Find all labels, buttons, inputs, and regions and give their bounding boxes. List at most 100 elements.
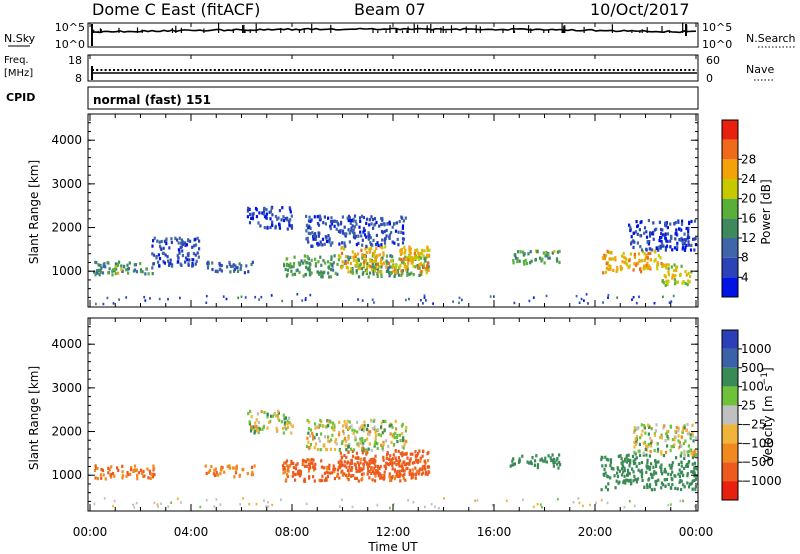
- range-cell: [650, 427, 653, 431]
- range-cell: [680, 444, 683, 448]
- range-cell: [383, 241, 387, 245]
- range-cell: [288, 421, 291, 425]
- range-cell: [306, 436, 309, 440]
- range-cell: [663, 470, 666, 474]
- range-cell: [361, 243, 364, 247]
- range-cell: [414, 450, 417, 454]
- range-cell: [290, 214, 293, 218]
- range-cell: [133, 464, 137, 468]
- range-cell: [139, 262, 142, 266]
- range-cell: [636, 426, 639, 430]
- range-cell: [378, 265, 381, 269]
- range-cell: [321, 243, 324, 247]
- range-cell: [253, 464, 256, 468]
- range-cell: [160, 247, 163, 251]
- range-cell: [251, 217, 254, 221]
- range-cell: [248, 207, 251, 211]
- range-cell: [533, 463, 536, 467]
- range-cell: [134, 268, 137, 272]
- range-cell: [283, 218, 286, 223]
- range-cell: [410, 261, 413, 265]
- range-cell: [98, 273, 101, 277]
- range-cell: [354, 438, 357, 442]
- range-cell: [659, 246, 662, 250]
- range-cell: [169, 261, 172, 265]
- range-cell: [509, 464, 512, 468]
- range-cell: [367, 469, 370, 473]
- range-cell: [674, 282, 677, 286]
- range-cell: [634, 428, 637, 432]
- range-cell: [373, 269, 377, 273]
- scatter-speck: [260, 295, 263, 299]
- range-cell: [660, 240, 663, 244]
- scatter-speck: [575, 294, 578, 298]
- scatter-speck: [423, 294, 426, 297]
- range-cell: [400, 230, 403, 234]
- range-cell: [94, 273, 97, 277]
- x-tick-label: 00:00: [679, 525, 714, 539]
- range-cell: [384, 439, 388, 443]
- range-cell: [312, 237, 315, 241]
- range-cell: [361, 451, 364, 455]
- scatter-speck: [420, 299, 422, 302]
- range-cell: [377, 474, 380, 478]
- range-cell: [380, 270, 383, 274]
- range-cell: [407, 258, 410, 262]
- range-cell: [615, 479, 618, 483]
- range-cell: [687, 279, 690, 283]
- range-cell: [685, 463, 688, 467]
- range-cell: [628, 264, 631, 268]
- range-cell: [353, 214, 357, 218]
- range-cell: [609, 464, 612, 468]
- range-cell: [398, 469, 401, 473]
- scatter-speck: [679, 499, 682, 503]
- scatter-speck: [304, 297, 307, 300]
- range-cell: [359, 263, 362, 267]
- range-cell: [325, 466, 328, 470]
- range-cell: [151, 266, 154, 270]
- range-cell: [380, 425, 383, 429]
- range-cell: [214, 473, 217, 478]
- range-cell: [318, 231, 321, 235]
- range-cell: [411, 259, 414, 263]
- nsky-trace: [91, 27, 697, 34]
- range-cell: [558, 460, 561, 464]
- range-cell: [404, 255, 407, 259]
- range-cell: [387, 463, 390, 467]
- range-cell: [414, 476, 417, 480]
- range-cell: [320, 465, 323, 469]
- scatter-speck: [271, 503, 274, 507]
- range-cell: [146, 467, 149, 471]
- range-cell: [330, 438, 333, 442]
- scatter-speck: [133, 506, 136, 509]
- range-cell: [206, 261, 209, 265]
- range-cell: [395, 435, 399, 440]
- range-cell: [512, 258, 515, 263]
- range-cell: [399, 439, 402, 443]
- range-cell: [628, 223, 631, 227]
- range-cell: [357, 463, 361, 467]
- range-cell: [420, 272, 423, 277]
- range-cell: [687, 485, 691, 489]
- range-cell: [250, 465, 254, 469]
- range-cell: [379, 464, 382, 469]
- range-cell: [679, 238, 682, 242]
- range-cell: [345, 423, 348, 427]
- range-cell: [676, 280, 679, 284]
- range-cell: [624, 478, 627, 482]
- range-cell: [376, 464, 379, 468]
- range-cell: [404, 216, 407, 220]
- range-cell: [339, 255, 342, 259]
- range-cell: [653, 228, 656, 232]
- range-cell: [406, 462, 409, 466]
- range-cell: [397, 449, 400, 454]
- range-cell: [283, 264, 286, 268]
- range-cell: [383, 476, 386, 480]
- range-cell: [95, 271, 98, 275]
- range-cell: [382, 419, 385, 423]
- range-cell: [381, 218, 384, 222]
- range-cell: [653, 433, 656, 437]
- range-cell: [292, 265, 295, 269]
- range-cell: [366, 450, 369, 454]
- range-cell: [665, 239, 668, 243]
